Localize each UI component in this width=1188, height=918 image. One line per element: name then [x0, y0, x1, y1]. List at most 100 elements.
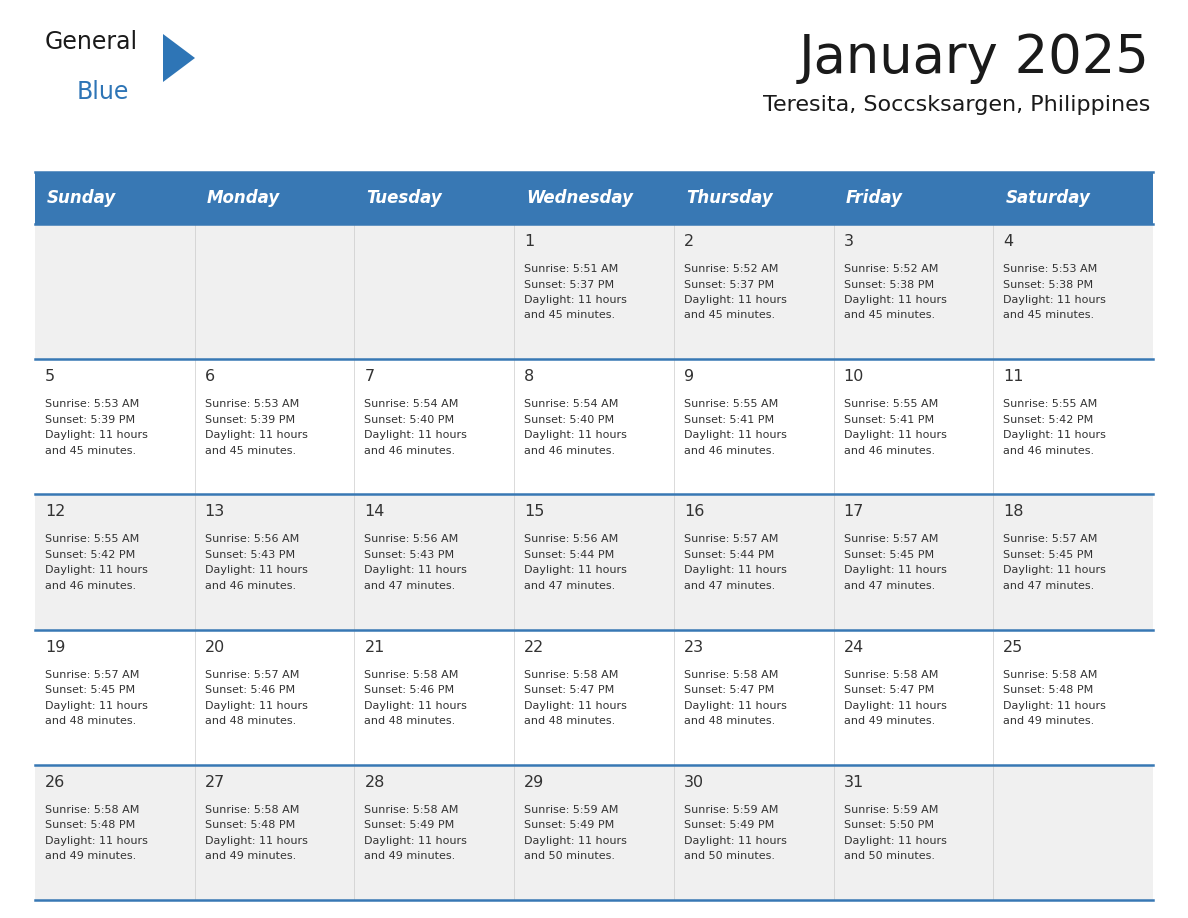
Bar	[514, 630, 674, 765]
Text: and 48 minutes.: and 48 minutes.	[684, 716, 775, 726]
Text: and 45 minutes.: and 45 minutes.	[843, 310, 935, 320]
Text: Wednesday: Wednesday	[526, 189, 633, 207]
Text: Sunset: 5:45 PM: Sunset: 5:45 PM	[843, 550, 934, 560]
Text: Sunset: 5:45 PM: Sunset: 5:45 PM	[1004, 550, 1093, 560]
Text: Sunset: 5:44 PM: Sunset: 5:44 PM	[684, 550, 775, 560]
Text: and 48 minutes.: and 48 minutes.	[365, 716, 456, 726]
Text: Sunday: Sunday	[48, 189, 116, 207]
Bar	[34, 359, 195, 495]
Bar	[34, 630, 195, 765]
Text: Sunset: 5:50 PM: Sunset: 5:50 PM	[843, 821, 934, 830]
Text: Sunset: 5:40 PM: Sunset: 5:40 PM	[524, 415, 614, 425]
Bar	[993, 630, 1154, 765]
Text: and 46 minutes.: and 46 minutes.	[843, 446, 935, 455]
Text: Daylight: 11 hours: Daylight: 11 hours	[524, 431, 627, 441]
Bar	[195, 495, 354, 630]
Text: 22: 22	[524, 640, 544, 655]
Text: Sunset: 5:39 PM: Sunset: 5:39 PM	[45, 415, 135, 425]
Bar	[993, 495, 1154, 630]
Text: 28: 28	[365, 775, 385, 789]
Bar	[354, 630, 514, 765]
Text: Sunset: 5:38 PM: Sunset: 5:38 PM	[843, 279, 934, 289]
Text: Sunrise: 5:52 AM: Sunrise: 5:52 AM	[843, 264, 939, 274]
Text: 24: 24	[843, 640, 864, 655]
Text: 4: 4	[1004, 234, 1013, 249]
Text: Sunset: 5:42 PM: Sunset: 5:42 PM	[45, 550, 135, 560]
Text: Sunrise: 5:58 AM: Sunrise: 5:58 AM	[1004, 669, 1098, 679]
Text: and 46 minutes.: and 46 minutes.	[365, 446, 455, 455]
Bar	[834, 224, 993, 359]
Text: Daylight: 11 hours: Daylight: 11 hours	[684, 700, 786, 711]
Text: Daylight: 11 hours: Daylight: 11 hours	[1004, 295, 1106, 305]
Text: Daylight: 11 hours: Daylight: 11 hours	[843, 700, 947, 711]
Text: and 47 minutes.: and 47 minutes.	[1004, 581, 1094, 591]
Text: 8: 8	[524, 369, 535, 385]
Text: Sunrise: 5:58 AM: Sunrise: 5:58 AM	[45, 805, 139, 815]
Text: and 49 minutes.: and 49 minutes.	[1004, 716, 1094, 726]
Text: Daylight: 11 hours: Daylight: 11 hours	[843, 835, 947, 845]
Text: Sunrise: 5:58 AM: Sunrise: 5:58 AM	[684, 669, 778, 679]
Text: Sunset: 5:48 PM: Sunset: 5:48 PM	[1004, 685, 1093, 695]
Bar	[674, 630, 834, 765]
Text: and 45 minutes.: and 45 minutes.	[1004, 310, 1094, 320]
Text: Sunrise: 5:51 AM: Sunrise: 5:51 AM	[524, 264, 619, 274]
Text: Sunrise: 5:53 AM: Sunrise: 5:53 AM	[45, 399, 139, 409]
Bar	[514, 495, 674, 630]
Text: 11: 11	[1004, 369, 1024, 385]
Text: Sunset: 5:47 PM: Sunset: 5:47 PM	[524, 685, 614, 695]
Text: 5: 5	[45, 369, 55, 385]
Text: Sunset: 5:39 PM: Sunset: 5:39 PM	[204, 415, 295, 425]
Text: 17: 17	[843, 504, 864, 520]
Text: Daylight: 11 hours: Daylight: 11 hours	[524, 835, 627, 845]
Text: Sunset: 5:46 PM: Sunset: 5:46 PM	[365, 685, 455, 695]
Text: Sunset: 5:40 PM: Sunset: 5:40 PM	[365, 415, 455, 425]
Text: and 50 minutes.: and 50 minutes.	[524, 851, 615, 861]
Bar	[195, 224, 354, 359]
Bar	[195, 359, 354, 495]
Bar	[834, 765, 993, 900]
Text: Sunset: 5:41 PM: Sunset: 5:41 PM	[684, 415, 775, 425]
Bar	[514, 765, 674, 900]
Text: 16: 16	[684, 504, 704, 520]
Text: Daylight: 11 hours: Daylight: 11 hours	[365, 835, 467, 845]
Text: Sunset: 5:47 PM: Sunset: 5:47 PM	[843, 685, 934, 695]
Text: Sunrise: 5:57 AM: Sunrise: 5:57 AM	[684, 534, 778, 544]
Bar	[674, 495, 834, 630]
Bar	[34, 495, 195, 630]
Text: and 50 minutes.: and 50 minutes.	[843, 851, 935, 861]
Text: and 48 minutes.: and 48 minutes.	[45, 716, 137, 726]
Text: January 2025: January 2025	[800, 32, 1150, 84]
Text: Sunrise: 5:52 AM: Sunrise: 5:52 AM	[684, 264, 778, 274]
Text: Sunrise: 5:58 AM: Sunrise: 5:58 AM	[524, 669, 619, 679]
Bar	[674, 224, 834, 359]
Text: 1: 1	[524, 234, 535, 249]
Text: Sunset: 5:37 PM: Sunset: 5:37 PM	[524, 279, 614, 289]
Text: Saturday: Saturday	[1005, 189, 1091, 207]
Text: Sunset: 5:45 PM: Sunset: 5:45 PM	[45, 685, 135, 695]
Text: Friday: Friday	[846, 189, 903, 207]
Text: 29: 29	[524, 775, 544, 789]
Text: Daylight: 11 hours: Daylight: 11 hours	[45, 835, 147, 845]
Text: Daylight: 11 hours: Daylight: 11 hours	[843, 431, 947, 441]
Text: 25: 25	[1004, 640, 1024, 655]
Text: Sunrise: 5:53 AM: Sunrise: 5:53 AM	[204, 399, 299, 409]
Text: Daylight: 11 hours: Daylight: 11 hours	[1004, 431, 1106, 441]
Text: Sunset: 5:37 PM: Sunset: 5:37 PM	[684, 279, 775, 289]
Text: Sunrise: 5:56 AM: Sunrise: 5:56 AM	[524, 534, 619, 544]
Text: Daylight: 11 hours: Daylight: 11 hours	[1004, 565, 1106, 576]
Bar	[834, 630, 993, 765]
Text: Blue: Blue	[77, 80, 129, 104]
Text: Sunrise: 5:58 AM: Sunrise: 5:58 AM	[365, 805, 459, 815]
Text: Sunrise: 5:59 AM: Sunrise: 5:59 AM	[524, 805, 619, 815]
Text: and 47 minutes.: and 47 minutes.	[843, 581, 935, 591]
Text: Daylight: 11 hours: Daylight: 11 hours	[204, 835, 308, 845]
Text: Sunset: 5:46 PM: Sunset: 5:46 PM	[204, 685, 295, 695]
Text: 14: 14	[365, 504, 385, 520]
Text: and 49 minutes.: and 49 minutes.	[45, 851, 137, 861]
Text: Daylight: 11 hours: Daylight: 11 hours	[204, 565, 308, 576]
Bar	[834, 495, 993, 630]
Text: and 45 minutes.: and 45 minutes.	[204, 446, 296, 455]
Bar	[993, 224, 1154, 359]
Text: Sunrise: 5:58 AM: Sunrise: 5:58 AM	[843, 669, 939, 679]
Text: and 48 minutes.: and 48 minutes.	[204, 716, 296, 726]
